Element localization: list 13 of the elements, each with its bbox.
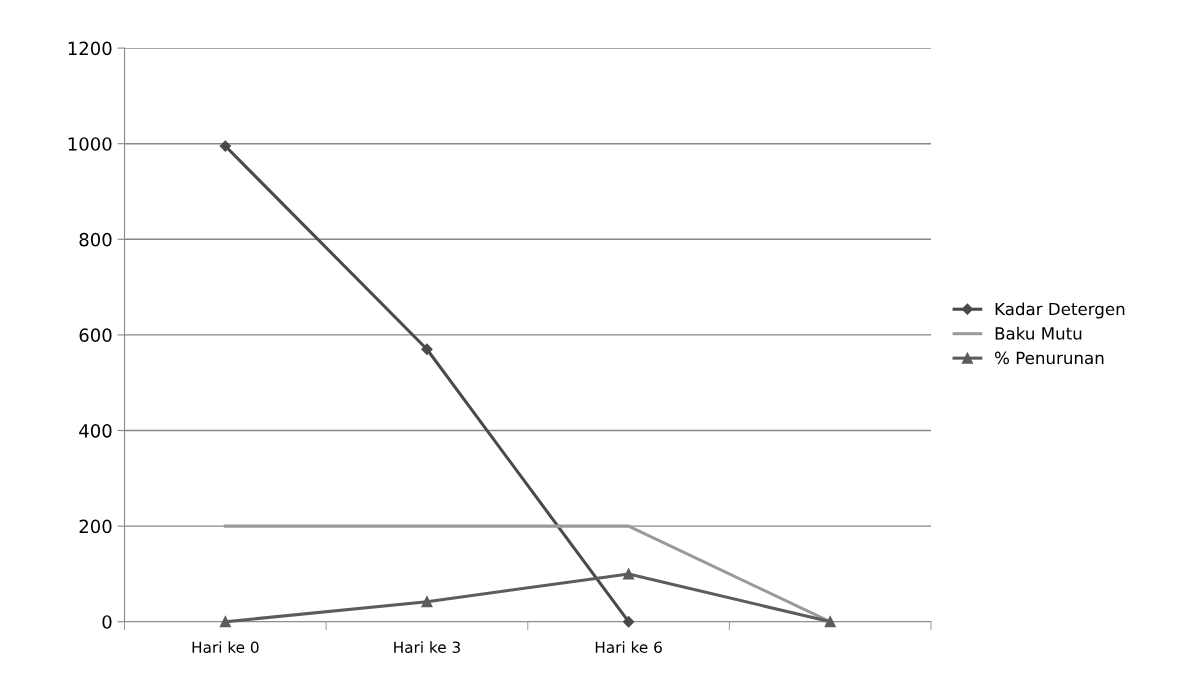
y-tick-label: 200	[79, 519, 112, 534]
legend-label: Kadar Detergen	[995, 302, 1125, 319]
y-tick-label: 1000	[68, 137, 112, 151]
y-tick-label: 400	[79, 423, 112, 438]
y-tick-label: 600	[79, 328, 112, 343]
y-tick-label: 800	[79, 232, 112, 247]
y-tick-label: 0	[102, 615, 112, 629]
y-tick-label: 1200	[68, 41, 112, 56]
legend-label: Baku Mutu	[995, 326, 1082, 340]
x-tick-label: Hari ke 6	[595, 641, 662, 654]
x-tick-label: Hari ke 0	[192, 641, 259, 654]
x-tick-label: Hari ke 3	[394, 641, 460, 654]
legend-label: % Penurunan	[994, 351, 1104, 365]
